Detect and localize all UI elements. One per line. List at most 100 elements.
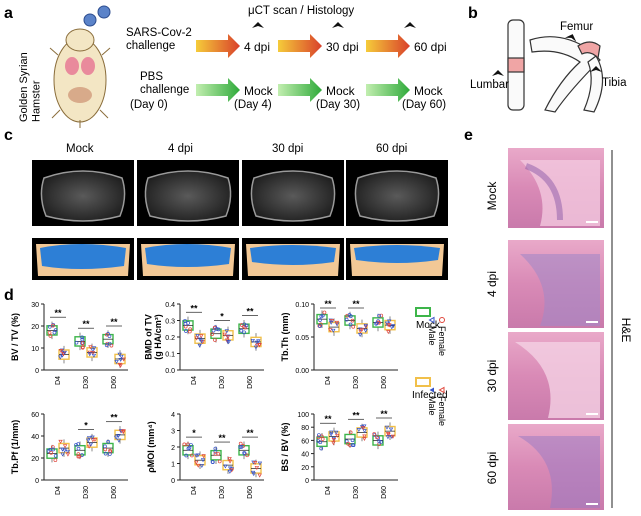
data-point	[116, 438, 122, 443]
data-point	[363, 323, 369, 328]
hamster-illustration	[49, 28, 111, 128]
data-point	[62, 448, 67, 453]
significance-label: **	[324, 414, 332, 424]
data-point	[318, 324, 322, 328]
legend-female-label: Female	[437, 396, 447, 426]
mock-arrow	[278, 78, 322, 102]
data-point	[244, 323, 249, 328]
infected-timepoint: 60 dpi	[414, 40, 447, 54]
legend-male-icon	[428, 316, 435, 324]
he-side-label: H&E	[619, 318, 633, 343]
data-point	[74, 442, 78, 447]
box-chart: 0 1 2 3 4 ρMOI (mm⁴) D4 * D30 ** D60 **	[146, 412, 264, 499]
ct-column-label: 30 dpi	[272, 143, 303, 155]
data-point	[197, 337, 203, 342]
legend-female-icon	[438, 386, 445, 394]
box-chart: 0 20 40 60 Tb.Pf (1/mm) D4 D30 * D60 **	[10, 412, 128, 499]
data-point	[121, 357, 126, 362]
data-point	[90, 351, 96, 356]
data-point	[53, 328, 58, 332]
legend-infected-title: Infected	[412, 390, 448, 401]
femur-label: Femur	[560, 21, 593, 33]
legend-mock-swatch	[415, 307, 431, 317]
data-point	[385, 435, 391, 440]
y-tick-label: 4	[171, 412, 175, 419]
y-tick-label: 10	[31, 346, 39, 353]
data-point	[227, 466, 233, 471]
data-point	[317, 433, 321, 437]
y-tick-label: 100	[297, 412, 309, 419]
data-point	[328, 328, 333, 333]
data-point	[216, 451, 221, 456]
data-point	[390, 434, 396, 439]
data-point	[121, 430, 126, 435]
x-tick-label: D4	[55, 376, 62, 385]
data-point	[108, 452, 112, 456]
scan-marker-icon	[404, 22, 416, 28]
mock-arrow	[366, 78, 410, 102]
data-point	[58, 439, 63, 444]
data-point	[331, 328, 336, 333]
data-point	[87, 352, 92, 357]
data-point	[117, 362, 122, 367]
data-point	[254, 343, 260, 348]
virus-arrow	[278, 34, 322, 58]
data-point	[49, 450, 54, 455]
data-point	[91, 346, 97, 351]
data-point	[188, 329, 192, 334]
data-point	[184, 453, 189, 458]
data-point	[86, 436, 92, 441]
panel-e: Mock 4 dpi 30 dpi 60 dpi H&E	[485, 148, 633, 510]
data-point	[196, 463, 201, 468]
infected-timepoint: 4 dpi	[244, 40, 270, 54]
y-tick-label: 2	[171, 445, 175, 452]
x-tick-label: D4	[191, 376, 198, 385]
mock-day-label: (Day 4)	[234, 99, 272, 111]
y-tick-label: 0.10	[295, 302, 309, 309]
y-axis-label: BV / TV (%)	[10, 313, 20, 361]
x-tick-label: D60	[111, 376, 118, 389]
data-point	[328, 432, 334, 437]
data-point	[199, 339, 204, 344]
x-tick-label: D30	[83, 486, 90, 499]
significance-label: **	[380, 409, 388, 419]
data-point	[319, 314, 324, 319]
data-point	[216, 327, 221, 332]
data-point	[387, 323, 392, 328]
panel-letter-a: a	[4, 5, 13, 22]
x-tick-label: D60	[381, 486, 388, 499]
data-point	[346, 441, 350, 446]
data-point	[65, 449, 71, 454]
data-point	[225, 335, 230, 340]
data-point	[200, 458, 206, 463]
data-point	[91, 353, 97, 358]
data-point	[318, 318, 322, 322]
data-point	[344, 317, 349, 322]
data-point	[199, 464, 205, 468]
panel-a: Golden SyrianHamster μCT scan / Histolog…	[18, 5, 447, 128]
data-point	[251, 472, 256, 477]
data-point	[377, 439, 382, 444]
data-point	[254, 466, 260, 471]
x-tick-label: D30	[353, 376, 360, 389]
y-axis-label: BS / BV (%)	[280, 422, 290, 471]
tibia-label: Tibia	[602, 77, 627, 89]
data-point	[328, 320, 334, 325]
ct-column-label: Mock	[66, 143, 94, 155]
data-point	[375, 321, 379, 325]
mock-day-label: (Day 30)	[316, 99, 360, 111]
data-point	[210, 332, 214, 337]
data-point	[214, 327, 219, 331]
significance-label: *	[192, 428, 196, 438]
data-point	[320, 437, 325, 441]
data-point	[350, 318, 355, 323]
data-point	[224, 329, 229, 334]
y-tick-label: 20	[31, 456, 39, 463]
y-tick-label: 40	[301, 452, 309, 459]
ct-longitudinal	[32, 238, 448, 280]
data-point	[253, 345, 259, 350]
data-point	[239, 328, 244, 333]
data-point	[389, 325, 395, 330]
x-tick-label: D4	[191, 486, 198, 495]
